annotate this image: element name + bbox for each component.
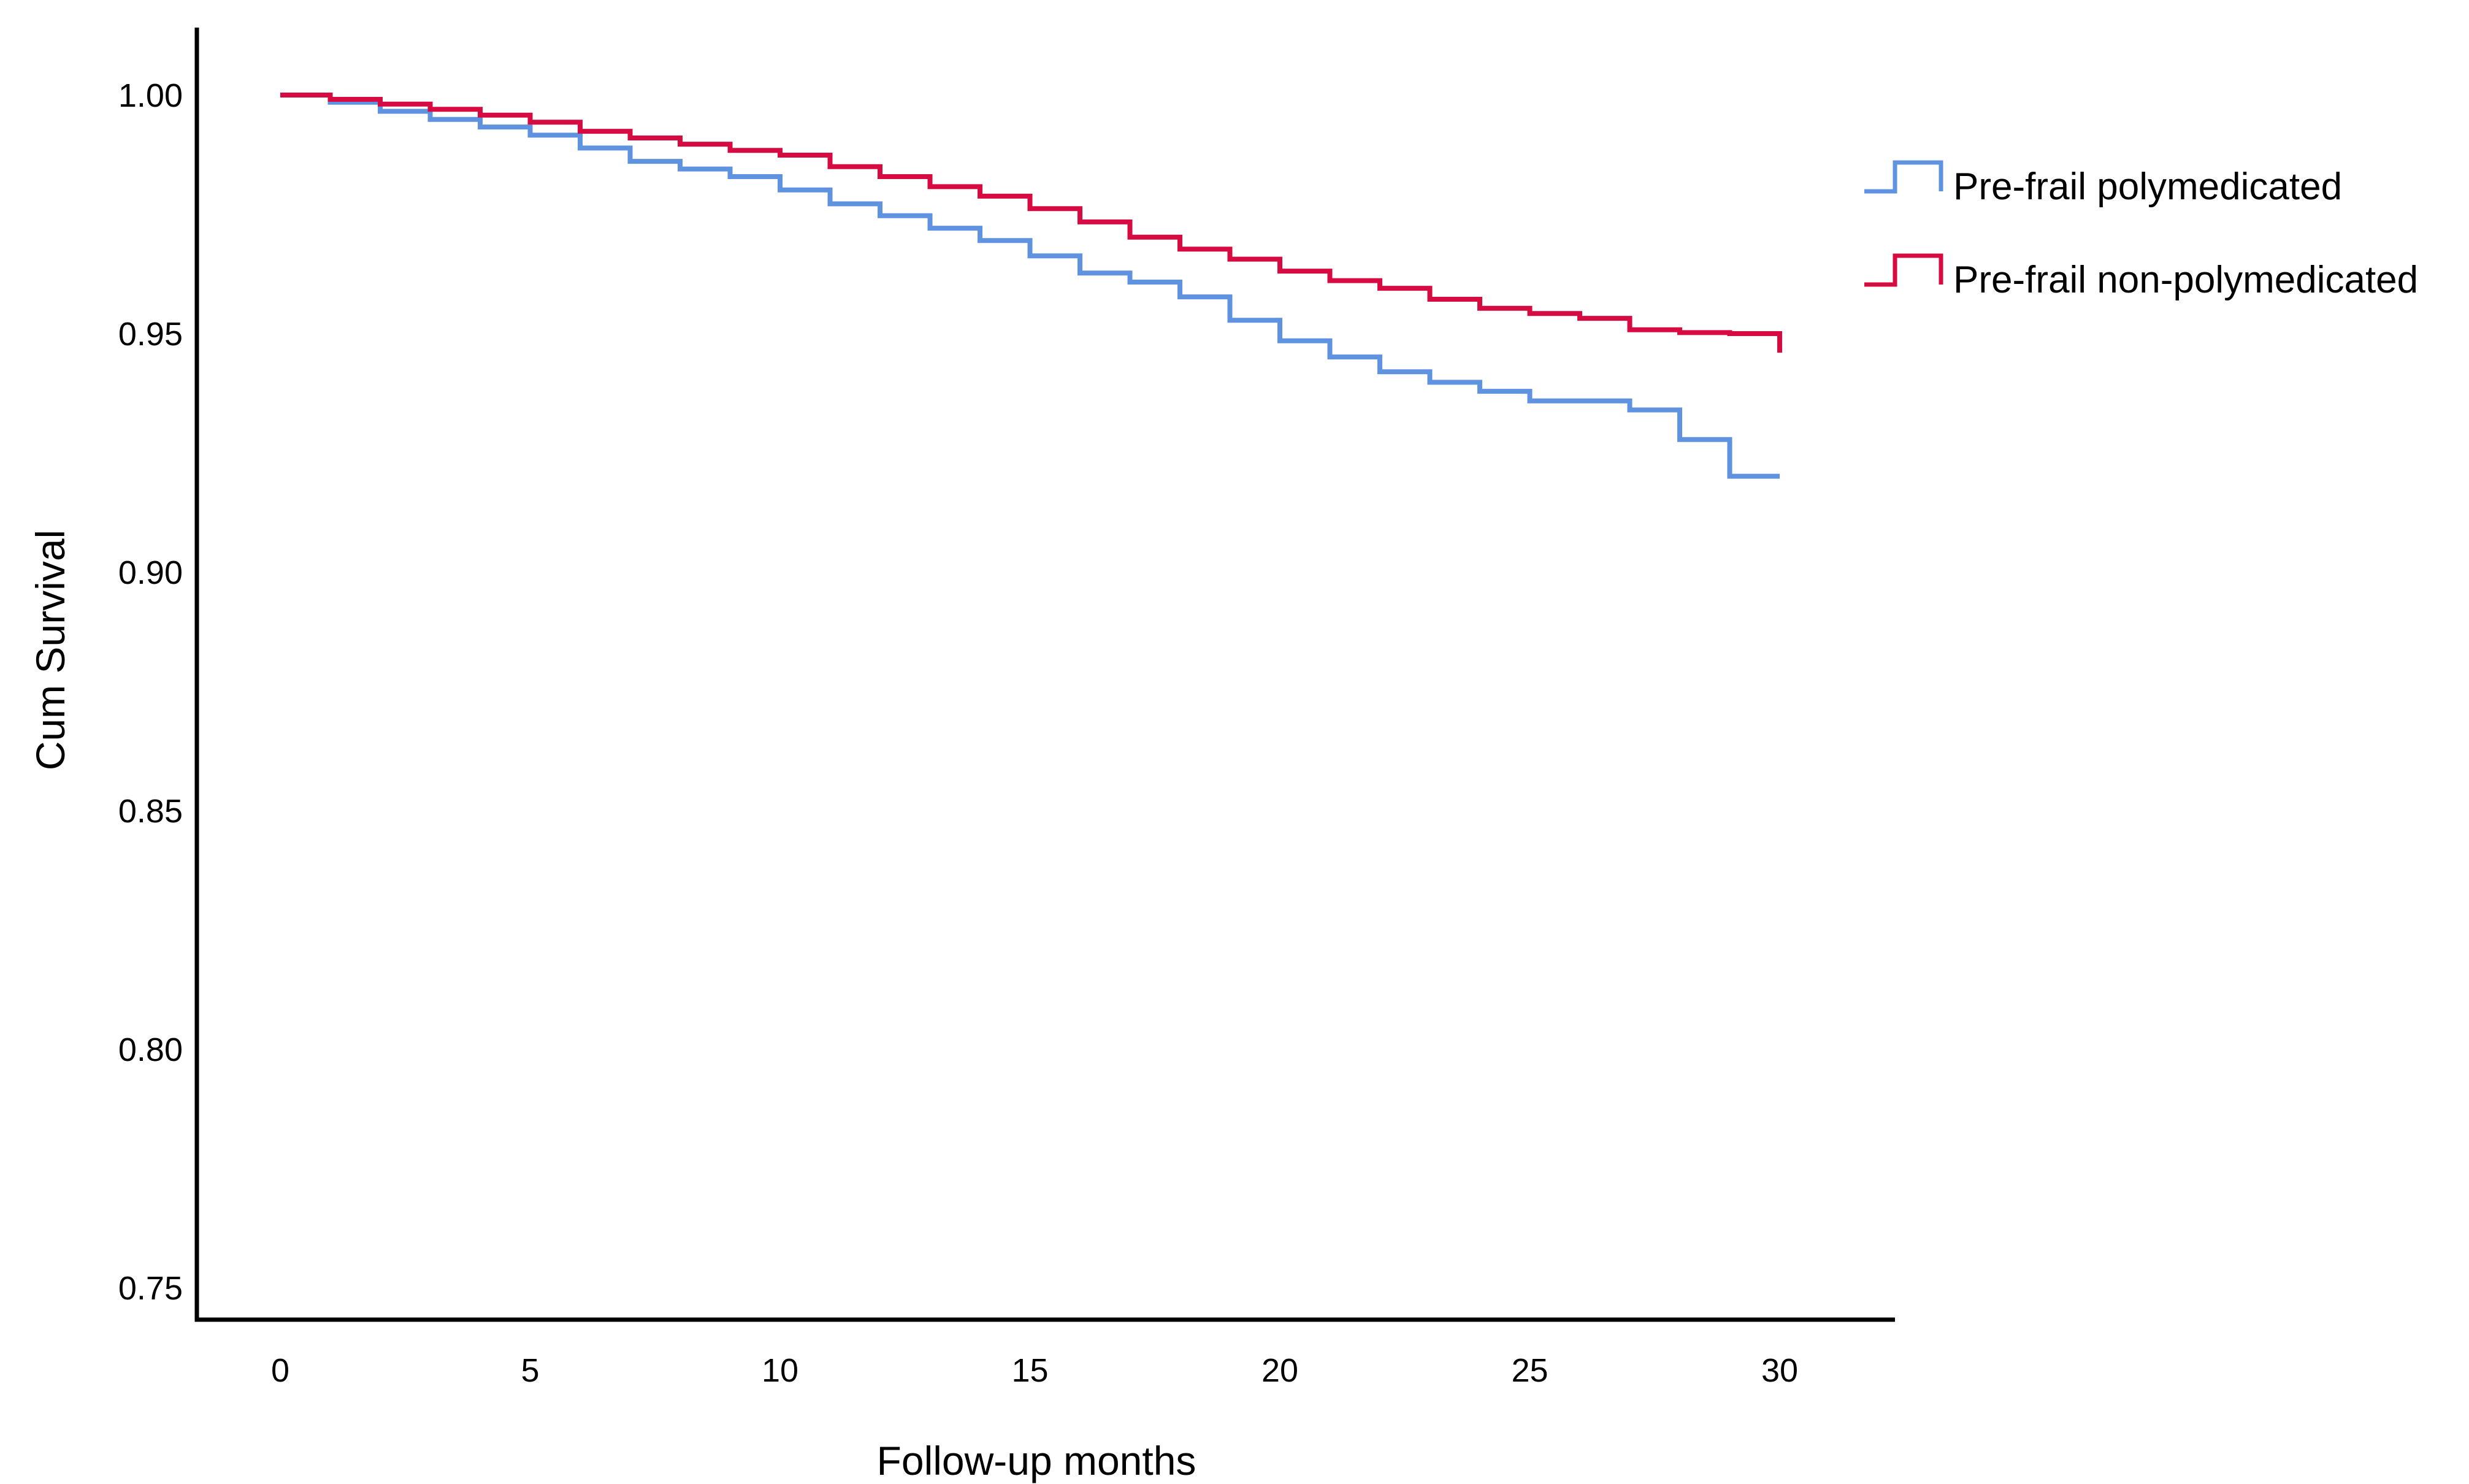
legend-item-non-polymedicated: Pre-frail non-polymedicated — [1864, 253, 2418, 301]
y-tick-label: 0.85 — [118, 793, 183, 830]
y-tick-label: 0.95 — [118, 316, 183, 353]
x-tick-label: 20 — [1261, 1352, 1298, 1389]
step-line-icon — [1864, 160, 1943, 194]
curves — [280, 93, 1782, 479]
curve-polymedicated — [280, 93, 1780, 479]
y-tick-label: 0.75 — [118, 1270, 183, 1307]
x-tick-label: 25 — [1511, 1352, 1548, 1389]
x-tick-labels: 0 5 10 15 20 25 30 — [271, 1352, 1798, 1389]
x-tick-label: 5 — [521, 1352, 539, 1389]
y-tick-label: 1.00 — [118, 77, 183, 114]
x-tick-label: 30 — [1761, 1352, 1798, 1389]
legend-label-polymedicated: Pre-frail polymedicated — [1953, 166, 2342, 208]
legend-label-non-polymedicated: Pre-frail non-polymedicated — [1953, 259, 2418, 301]
x-axis-title: Follow-up months — [877, 1438, 1196, 1483]
curve-non-polymedicated — [280, 93, 1782, 353]
legend: Pre-frail polymedicated Pre-frail non-po… — [1864, 160, 2418, 301]
x-tick-label: 15 — [1011, 1352, 1048, 1389]
y-tick-labels: 1.00 0.95 0.90 0.85 0.80 0.75 — [118, 77, 183, 1307]
x-tick-label: 10 — [762, 1352, 798, 1389]
y-tick-label: 0.90 — [118, 554, 183, 591]
y-tick-label: 0.80 — [118, 1031, 183, 1068]
legend-item-polymedicated: Pre-frail polymedicated — [1864, 160, 2342, 208]
x-tick-label: 0 — [271, 1352, 289, 1389]
step-line-icon — [1864, 253, 1943, 287]
y-axis-title: Cum Survival — [28, 530, 73, 770]
